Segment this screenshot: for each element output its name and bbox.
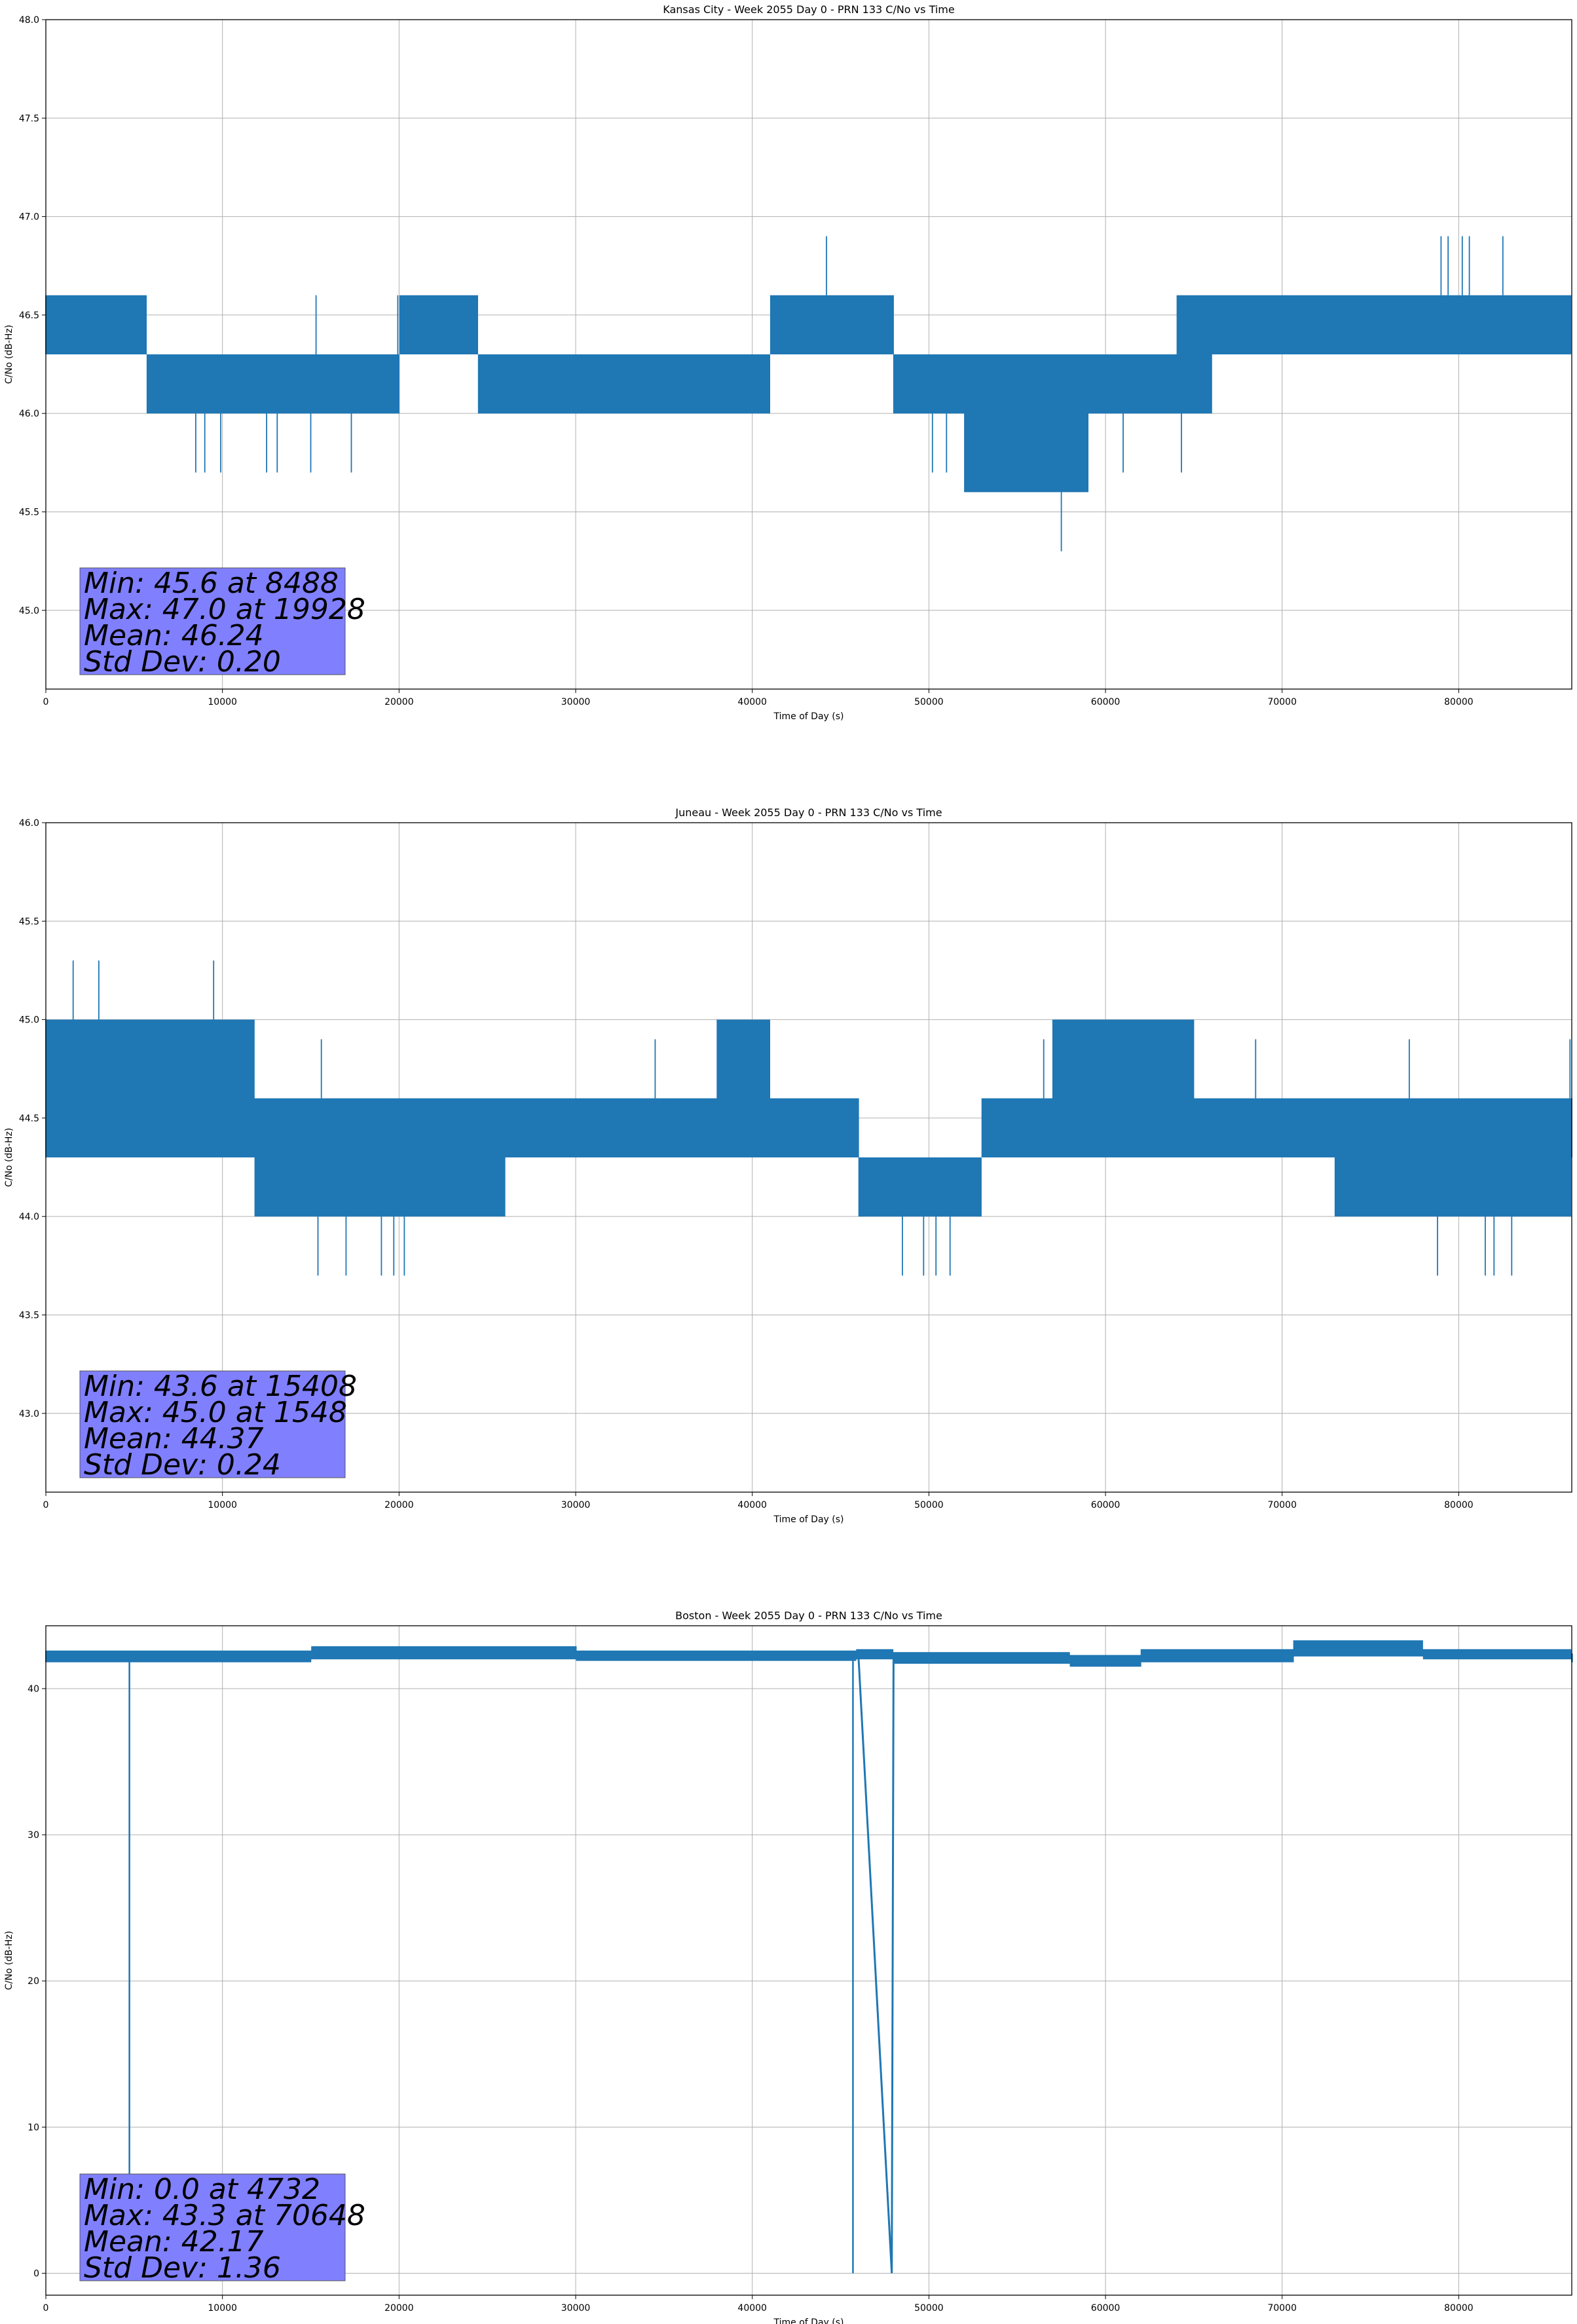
x-tick-label: 20000 — [384, 697, 414, 707]
y-tick-label: 0 — [33, 2269, 39, 2279]
y-tick-label: 47.0 — [19, 212, 39, 223]
plot-frame — [45, 822, 1572, 1493]
stats-line: Min: 43.6 at 15408 — [84, 1370, 357, 1403]
stats-line: Std Dev: 0.20 — [84, 645, 281, 679]
y-axis-label: C/No (dB-Hz) — [4, 1931, 14, 1990]
data-spike — [317, 1216, 1513, 1276]
y-tick-label: 45.0 — [19, 606, 39, 616]
x-tick-label: 80000 — [1444, 1500, 1474, 1510]
x-axis-label: Time of Day (s) — [773, 2317, 844, 2324]
x-tick-label: 50000 — [914, 2303, 944, 2314]
x-tick-label: 60000 — [1091, 2303, 1121, 2314]
stats-line: Min: 0.0 at 4732 — [84, 2173, 320, 2206]
y-axis-label: C/No (dB-Hz) — [4, 1128, 14, 1187]
stats-line: Std Dev: 1.36 — [84, 2251, 281, 2285]
x-tick-label: 50000 — [914, 1500, 944, 1510]
stats-box — [79, 2173, 346, 2281]
x-tick-label: 0 — [43, 1500, 49, 1510]
x-tick-label: 60000 — [1091, 697, 1121, 707]
x-tick-label: 60000 — [1091, 1500, 1121, 1510]
x-tick-label: 80000 — [1444, 697, 1474, 707]
y-tick-label: 46.0 — [19, 409, 39, 419]
x-tick-label: 40000 — [737, 2303, 767, 2314]
x-tick-label: 10000 — [208, 1500, 237, 1510]
y-axis-label: C/No (dB-Hz) — [4, 325, 14, 384]
y-tick-label: 20 — [28, 1976, 39, 1987]
stats-line: Mean: 44.37 — [84, 1422, 264, 1455]
y-tick-label: 46.0 — [19, 818, 39, 829]
y-tick-label: 10 — [28, 2122, 39, 2133]
y-tick-label: 45.0 — [19, 1015, 39, 1026]
chart-panel-1: 0 10000 20000 30000 40000 50000 60000 70000 8000… — [4, 806, 1572, 1525]
stats-line: Mean: 46.24 — [84, 619, 264, 652]
stats-line: Max: 45.0 at 1548 — [84, 1396, 347, 1429]
y-tick-label: 47.5 — [19, 113, 39, 124]
x-tick-label: 20000 — [384, 2303, 414, 2314]
x-tick-label: 80000 — [1444, 2303, 1474, 2314]
y-tick-label: 44.5 — [19, 1114, 39, 1124]
x-tick-label: 20000 — [384, 1500, 414, 1510]
stats-line: Max: 43.3 at 70648 — [84, 2199, 365, 2232]
stats-line: Max: 47.0 at 19928 — [84, 593, 365, 626]
y-tick-label: 46.5 — [19, 310, 39, 321]
dropout-ramp — [857, 1652, 895, 2274]
data-spike — [195, 413, 1182, 552]
x-tick-label: 10000 — [208, 2303, 237, 2314]
y-tick-label: 45.5 — [19, 916, 39, 927]
x-tick-label: 10000 — [208, 697, 237, 707]
data-line — [45, 1640, 1573, 1667]
x-tick-label: 40000 — [737, 1500, 767, 1510]
x-tick-label: 0 — [43, 697, 49, 707]
chart-title: Kansas City - Week 2055 Day 0 - PRN 133 … — [663, 3, 954, 16]
x-tick-label: 30000 — [561, 697, 591, 707]
plot-frame — [45, 1625, 1572, 2296]
y-tick-label: 45.5 — [19, 507, 39, 517]
x-tick-label: 40000 — [737, 697, 767, 707]
x-axis-label: Time of Day (s) — [773, 1514, 844, 1525]
chart-title: Boston - Week 2055 Day 0 - PRN 133 C/No … — [675, 1609, 942, 1622]
y-tick-label: 43.0 — [19, 1409, 39, 1419]
plot-frame — [45, 19, 1572, 690]
chart-panel-0: 0 10000 20000 30000 40000 50000 60000 70000 8000… — [4, 3, 1572, 722]
x-tick-label: 30000 — [561, 2303, 591, 2314]
chart-title: Juneau - Week 2055 Day 0 - PRN 133 C/No … — [675, 806, 942, 819]
stats-line: Mean: 42.17 — [84, 2225, 264, 2258]
data-spike — [315, 236, 1504, 354]
x-tick-label: 70000 — [1267, 1500, 1297, 1510]
stats-line: Std Dev: 0.24 — [84, 1448, 281, 1482]
data-line — [45, 1019, 1572, 1217]
stats-box — [79, 1370, 346, 1478]
y-tick-label: 43.5 — [19, 1310, 39, 1321]
x-tick-label: 50000 — [914, 697, 944, 707]
x-tick-label: 0 — [43, 2303, 49, 2314]
x-tick-label: 70000 — [1267, 2303, 1297, 2314]
x-axis-label: Time of Day (s) — [773, 711, 844, 722]
y-tick-label: 40 — [28, 1684, 39, 1695]
data-line — [45, 295, 1572, 493]
data-spike — [72, 960, 1571, 1098]
y-tick-label: 48.0 — [19, 15, 39, 26]
y-tick-label: 30 — [28, 1830, 39, 1841]
x-tick-label: 70000 — [1267, 697, 1297, 707]
y-tick-label: 44.0 — [19, 1212, 39, 1222]
stats-line: Min: 45.6 at 8488 — [84, 567, 339, 600]
chart-panel-2: 0 10000 20000 30000 40000 50000 60000 70000 8000… — [4, 1609, 1573, 2324]
x-tick-label: 30000 — [561, 1500, 591, 1510]
stats-box — [79, 567, 346, 675]
